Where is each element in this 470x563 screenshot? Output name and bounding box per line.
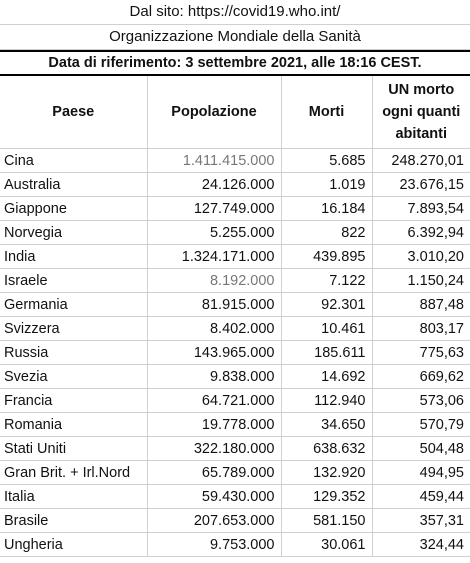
cell-country: Svezia [0, 364, 148, 389]
cell-ratio: 459,44 [372, 484, 470, 509]
table-row: Russia 143.965.000 185.611 775,63 [0, 340, 470, 365]
cell-deaths: 132.920 [281, 460, 373, 485]
cell-country: Cina [0, 148, 148, 173]
column-header-country: Paese [0, 76, 148, 149]
cell-population: 1.411.415.000 [147, 148, 282, 173]
cell-country: Russia [0, 340, 148, 365]
cell-ratio: 1.150,24 [372, 268, 470, 293]
cell-country: Giappone [0, 196, 148, 221]
cell-population: 207.653.000 [147, 508, 282, 533]
table-row: Norvegia 5.255.000 822 6.392,94 [0, 220, 470, 245]
ratio-header-line-3: abitanti [395, 126, 448, 142]
column-header-population: Popolazione [147, 76, 282, 149]
table-row: Israele 8.192.000 7.122 1.150,24 [0, 268, 470, 293]
cell-ratio: 494,95 [372, 460, 470, 485]
cell-deaths: 1.019 [281, 172, 373, 197]
table-row: Stati Uniti 322.180.000 638.632 504,48 [0, 436, 470, 461]
cell-deaths: 16.184 [281, 196, 373, 221]
cell-country: Francia [0, 388, 148, 413]
cell-population: 322.180.000 [147, 436, 282, 461]
cell-ratio: 248.270,01 [372, 148, 470, 173]
table-body: Cina 1.411.415.000 5.685 248.270,01 Australi… [0, 148, 470, 557]
cell-deaths: 112.940 [281, 388, 373, 413]
source-line: Dal sito: https://covid19.who.int/ [0, 0, 470, 25]
cell-country: Germania [0, 292, 148, 317]
table-row: Svizzera 8.402.000 10.461 803,17 [0, 316, 470, 341]
cell-population: 8.192.000 [147, 268, 282, 293]
table-row: Ungheria 9.753.000 30.061 324,44 [0, 532, 470, 557]
cell-ratio: 887,48 [372, 292, 470, 317]
cell-population: 19.778.000 [147, 412, 282, 437]
cell-country: Romania [0, 412, 148, 437]
cell-population: 81.915.000 [147, 292, 282, 317]
table-row: Romania 19.778.000 34.650 570,79 [0, 412, 470, 437]
column-header-ratio: UN morto ogni quanti abitanti [372, 76, 470, 149]
cell-population: 127.749.000 [147, 196, 282, 221]
table-header-row: Paese Popolazione Morti UN morto ogni qu… [0, 76, 470, 149]
cell-population: 1.324.171.000 [147, 244, 282, 269]
cell-ratio: 504,48 [372, 436, 470, 461]
ratio-header-line-1: UN morto [388, 82, 455, 98]
cell-country: Svizzera [0, 316, 148, 341]
cell-deaths: 5.685 [281, 148, 373, 173]
cell-population: 24.126.000 [147, 172, 282, 197]
cell-deaths: 185.611 [281, 340, 373, 365]
cell-ratio: 23.676,15 [372, 172, 470, 197]
cell-population: 64.721.000 [147, 388, 282, 413]
cell-country: Israele [0, 268, 148, 293]
ratio-header-line-2: ogni quanti [382, 104, 461, 120]
table-row: Gran Brit. + Irl.Nord 65.789.000 132.920 49… [0, 460, 470, 485]
cell-country: Italia [0, 484, 148, 509]
cell-deaths: 581.150 [281, 508, 373, 533]
cell-country: Gran Brit. + Irl.Nord [0, 460, 148, 485]
table-row: Cina 1.411.415.000 5.685 248.270,01 [0, 148, 470, 173]
cell-population: 8.402.000 [147, 316, 282, 341]
cell-deaths: 638.632 [281, 436, 373, 461]
table-row: Francia 64.721.000 112.940 573,06 [0, 388, 470, 413]
table-row: India 1.324.171.000 439.895 3.010,20 [0, 244, 470, 269]
cell-country: Australia [0, 172, 148, 197]
organization-line: Organizzazione Mondiale della Sanità [0, 25, 470, 50]
cell-ratio: 7.893,54 [372, 196, 470, 221]
cell-deaths: 92.301 [281, 292, 373, 317]
table-row: Italia 59.430.000 129.352 459,44 [0, 484, 470, 509]
table-row: Brasile 207.653.000 581.150 357,31 [0, 508, 470, 533]
reference-date-line: Data di riferimento: 3 settembre 2021, a… [0, 50, 470, 76]
cell-population: 65.789.000 [147, 460, 282, 485]
cell-deaths: 822 [281, 220, 373, 245]
cell-deaths: 129.352 [281, 484, 373, 509]
data-table: Paese Popolazione Morti UN morto ogni qu… [0, 76, 470, 557]
cell-country: Brasile [0, 508, 148, 533]
cell-deaths: 7.122 [281, 268, 373, 293]
cell-population: 59.430.000 [147, 484, 282, 509]
cell-population: 9.838.000 [147, 364, 282, 389]
cell-population: 5.255.000 [147, 220, 282, 245]
cell-ratio: 573,06 [372, 388, 470, 413]
cell-country: Norvegia [0, 220, 148, 245]
cell-country: Ungheria [0, 532, 148, 557]
column-header-deaths: Morti [281, 76, 373, 149]
cell-country: India [0, 244, 148, 269]
cell-ratio: 357,31 [372, 508, 470, 533]
table-row: Giappone 127.749.000 16.184 7.893,54 [0, 196, 470, 221]
cell-deaths: 34.650 [281, 412, 373, 437]
cell-ratio: 6.392,94 [372, 220, 470, 245]
table-row: Australia 24.126.000 1.019 23.676,15 [0, 172, 470, 197]
cell-ratio: 324,44 [372, 532, 470, 557]
cell-population: 143.965.000 [147, 340, 282, 365]
cell-population: 9.753.000 [147, 532, 282, 557]
cell-deaths: 10.461 [281, 316, 373, 341]
cell-ratio: 3.010,20 [372, 244, 470, 269]
cell-ratio: 775,63 [372, 340, 470, 365]
cell-ratio: 669,62 [372, 364, 470, 389]
table-row: Germania 81.915.000 92.301 887,48 [0, 292, 470, 317]
cell-deaths: 14.692 [281, 364, 373, 389]
cell-country: Stati Uniti [0, 436, 148, 461]
table-row: Svezia 9.838.000 14.692 669,62 [0, 364, 470, 389]
cell-deaths: 30.061 [281, 532, 373, 557]
cell-deaths: 439.895 [281, 244, 373, 269]
cell-ratio: 803,17 [372, 316, 470, 341]
cell-ratio: 570,79 [372, 412, 470, 437]
